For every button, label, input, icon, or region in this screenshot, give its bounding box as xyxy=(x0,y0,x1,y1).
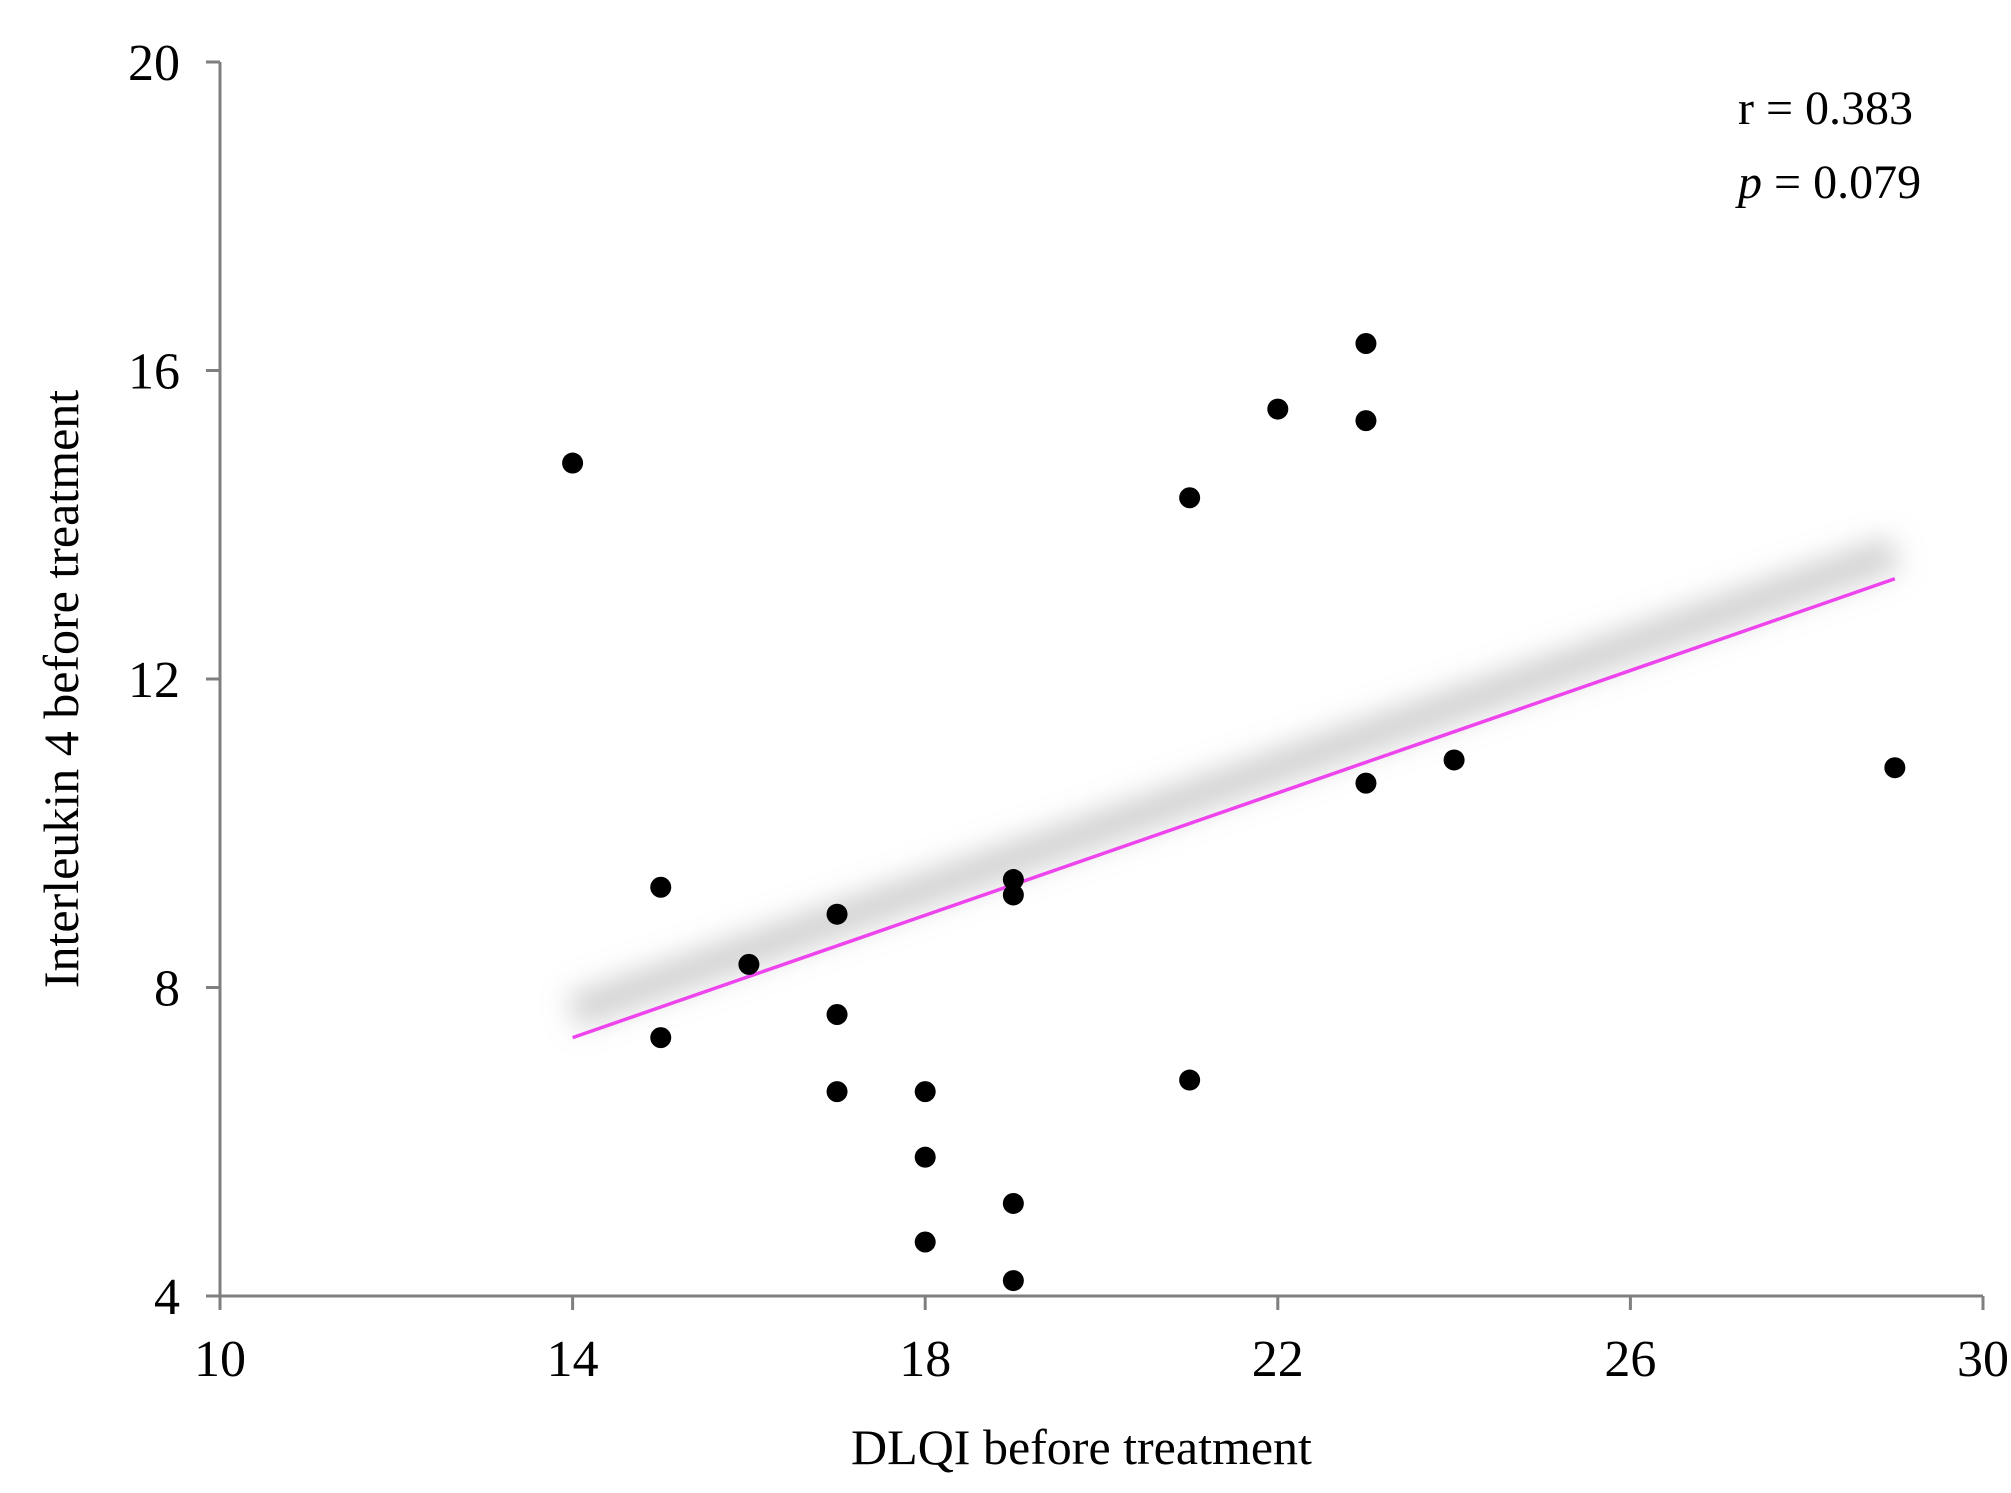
data-point xyxy=(1179,487,1201,509)
y-tick-label: 20 xyxy=(128,35,180,92)
y-tick-label: 4 xyxy=(154,1269,180,1326)
trendline-group xyxy=(567,536,1901,1040)
data-point xyxy=(1002,869,1024,891)
x-tick-label: 14 xyxy=(547,1331,599,1388)
data-point xyxy=(1002,1270,1024,1292)
data-point xyxy=(1355,410,1377,432)
y-tick-label: 8 xyxy=(154,961,180,1018)
p-value: = 0.079 xyxy=(1762,156,1921,209)
data-point xyxy=(1002,1192,1024,1214)
data-point xyxy=(1002,884,1024,906)
data-point xyxy=(650,876,672,898)
data-point xyxy=(738,953,760,975)
x-tick-label: 18 xyxy=(899,1331,951,1388)
data-point xyxy=(562,452,584,474)
data-point xyxy=(914,1081,936,1103)
x-tick-label: 22 xyxy=(1252,1331,1304,1388)
data-point xyxy=(1443,749,1465,771)
data-point xyxy=(1355,333,1377,355)
data-point xyxy=(1884,757,1906,779)
data-point xyxy=(1355,772,1377,794)
data-points xyxy=(562,333,1906,1292)
x-tick-label: 10 xyxy=(194,1331,246,1388)
trendline xyxy=(572,577,1896,1040)
y-axis-ticks: 4 8 12 16 20 xyxy=(128,35,220,1326)
data-point xyxy=(826,1081,848,1103)
x-tick-label: 26 xyxy=(1604,1331,1656,1388)
correlation-r-label: r = 0.383 xyxy=(1738,82,1913,135)
data-point xyxy=(650,1027,672,1049)
data-point xyxy=(1267,398,1289,420)
x-axis-ticks: 10 14 18 22 26 30 xyxy=(194,1296,2009,1388)
data-point xyxy=(826,1003,848,1025)
data-point xyxy=(826,903,848,925)
x-axis-title: DLQI before treatment xyxy=(851,1419,1312,1475)
trendline-shadow xyxy=(567,536,1901,1028)
axes xyxy=(218,62,1983,1298)
p-value-label: p = 0.079 xyxy=(1735,156,1921,209)
y-axis-title: Interleukin 4 before treatment xyxy=(33,390,89,988)
y-tick-label: 16 xyxy=(128,344,180,401)
data-point xyxy=(914,1146,936,1168)
y-tick-label: 12 xyxy=(128,652,180,709)
p-symbol: p xyxy=(1735,156,1762,209)
x-tick-label: 30 xyxy=(1957,1331,2009,1388)
data-point xyxy=(914,1231,936,1253)
data-point xyxy=(1179,1069,1201,1091)
